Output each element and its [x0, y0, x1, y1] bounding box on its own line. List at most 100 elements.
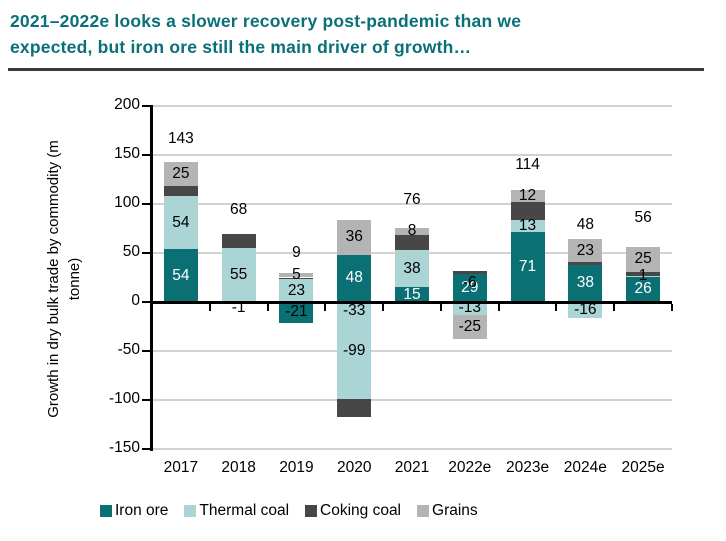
- y-tick-label-100: 100: [114, 194, 140, 211]
- headline-line-1: 2021–2022e looks a slower recovery post-…: [10, 11, 522, 31]
- y-axis-tick-100: [142, 203, 152, 205]
- x-axis-tick-9: [671, 304, 673, 311]
- legend-item-coking-coal: Coking coal: [305, 502, 401, 520]
- bar-segment-coking-coal-2024e: [568, 261, 603, 265]
- bar-value-label-thermal-coal-2021: 38: [403, 259, 421, 277]
- bar-value-label-grains-2025e: 25: [634, 250, 652, 268]
- bar-segment-grains-2017: [163, 161, 198, 187]
- legend-item-iron-ore: Iron ore: [100, 502, 168, 520]
- bar-segment-iron-ore-2021: [395, 287, 429, 302]
- x-axis-tick-7: [555, 304, 558, 311]
- gridline-150: [153, 154, 672, 156]
- bar-value-label-iron-ore-2017: 54: [172, 266, 190, 284]
- bar-segment-grains-2023e: [510, 190, 545, 203]
- x-axis-tick-1: [208, 304, 211, 311]
- x-axis-tick-3: [324, 304, 327, 311]
- bar-segment-thermal-coal-2023e: [510, 219, 545, 233]
- bar-segment-iron-ore-2020: [337, 254, 372, 302]
- y-tick-label-50: 50: [122, 243, 140, 260]
- bar-value-label-grains-2020: 36: [345, 228, 363, 246]
- bar-segment-thermal-coal-2017: [163, 196, 198, 250]
- bar-value-label-thermal-coal-2024e: -16: [574, 300, 597, 318]
- bar-segment-iron-ore-2017: [163, 249, 198, 302]
- legend-label-thermal-coal: Thermal coal: [199, 502, 290, 519]
- x-axis-tick-4: [382, 304, 385, 311]
- y-tick-label-0: 0: [131, 292, 140, 309]
- bar-value-label-thermal-coal-2019: 23: [287, 281, 306, 299]
- x-category-label-2021: 2021: [394, 459, 430, 476]
- bar-segment-thermal-coal-2021: [395, 250, 429, 288]
- bar-value-label-iron-ore-2019: -21: [285, 303, 308, 321]
- bar-total-label-2024e: 48: [576, 215, 594, 233]
- bar-segment-coking-coal-2020: [337, 399, 372, 417]
- x-axis: [150, 301, 672, 304]
- x-axis-tick-5: [439, 304, 442, 311]
- gridline--100: [153, 399, 672, 401]
- bar-total-label-2018: 68: [230, 200, 248, 218]
- bar-value-label-iron-ore-2020: 48: [345, 269, 363, 287]
- chart-headline: 2021–2022e looks a slower recovery post-…: [10, 8, 716, 60]
- x-category-label-2022e: 2022e: [448, 459, 492, 476]
- bar-segment-coking-coal-2021: [395, 235, 429, 251]
- bar-value-label-iron-ore-2022e: 29: [461, 278, 479, 296]
- x-axis-tick-2: [266, 304, 269, 311]
- legend-label-iron-ore: Iron ore: [115, 502, 169, 519]
- x-category-label-2018: 2018: [221, 459, 256, 476]
- bar-segment-thermal-coal-2019: [279, 279, 314, 302]
- x-axis-tick-8: [613, 304, 616, 311]
- x-category-label-2024e: 2024e: [563, 459, 607, 476]
- x-category-label-2023e: 2023e: [505, 459, 550, 476]
- bar-total-label-2019: 9: [292, 244, 301, 261]
- bar-segment-grains-2025e: [626, 247, 661, 272]
- bar-segment-iron-ore-2019: [279, 302, 314, 323]
- bar-total-label-2025e: 56: [634, 208, 652, 226]
- bar-value-label-grains-2021: 8: [407, 222, 417, 240]
- gridline-100: [153, 203, 672, 205]
- x-category-label-2019: 2019: [279, 459, 314, 476]
- x-category-label-2020: 2020: [336, 459, 372, 476]
- bar-value-label-grains-2017: 25: [172, 165, 190, 183]
- legend: Iron ore Thermal coal Coking coal Grains: [100, 502, 478, 520]
- gridline--50: [153, 350, 672, 352]
- bar-total-label-2017: 143: [167, 130, 194, 148]
- bar-value-label-thermal-coal-2018: 55: [230, 266, 248, 284]
- bar-segment-coking-coal-2017: [163, 186, 198, 197]
- y-axis-tick--50: [142, 350, 152, 352]
- legend-swatch-coking-coal: [305, 505, 318, 517]
- bar-value-label-iron-ore-2025e: 26: [634, 280, 652, 298]
- y-axis-tick-200: [142, 105, 152, 107]
- bar-segment-thermal-coal-2018: [221, 248, 256, 302]
- bar-segment-coking-coal-2018: [221, 234, 256, 249]
- legend-swatch-thermal-coal: [184, 505, 197, 517]
- bar-value-label-grains-2022e: -25: [458, 317, 481, 335]
- bar-segment-iron-ore-2023e: [510, 232, 545, 302]
- legend-item-thermal-coal: Thermal coal: [184, 502, 289, 520]
- y-tick-label-150: 150: [114, 145, 140, 162]
- x-axis-tick-6: [497, 304, 500, 311]
- bar-segment-grains-2024e: [568, 239, 603, 262]
- y-axis-tick-50: [142, 252, 152, 254]
- bar-total-label-2020: -33: [343, 301, 366, 319]
- bar-segment-coking-coal-2019: [279, 277, 314, 280]
- bar-value-label-grains-2023e: 12: [518, 187, 537, 205]
- bar-segment-coking-coal-2022e: [452, 270, 487, 274]
- bar-value-label-iron-ore-2024e: 38: [576, 274, 594, 292]
- y-tick-label-200: 200: [114, 96, 140, 113]
- bar-value-label-thermal-coal-2025e: 1: [638, 267, 648, 285]
- bar-value-label-grains-2019: 5: [292, 266, 301, 284]
- bar-segment-grains-2022e: [452, 314, 487, 340]
- legend-label-coking-coal: Coking coal: [320, 502, 402, 519]
- y-axis: [150, 105, 153, 451]
- bar-value-label-grains-2024e: 23: [576, 241, 594, 259]
- headline-underline: [8, 68, 704, 71]
- y-axis-tick-150: [142, 154, 152, 156]
- bar-segment-grains-2020: [337, 219, 372, 255]
- bar-segment-coking-coal-2025e: [626, 271, 661, 276]
- headline-line-2: expected, but iron ore still the main dr…: [10, 37, 472, 57]
- legend-item-grains: Grains: [417, 502, 478, 520]
- y-axis-tick-0: [142, 301, 152, 303]
- bar-segment-grains-2021: [395, 227, 429, 236]
- bar-segment-thermal-coal-2020: [337, 302, 372, 400]
- legend-swatch-iron-ore: [100, 505, 112, 517]
- bar-segment-iron-ore-2022e: [452, 273, 487, 302]
